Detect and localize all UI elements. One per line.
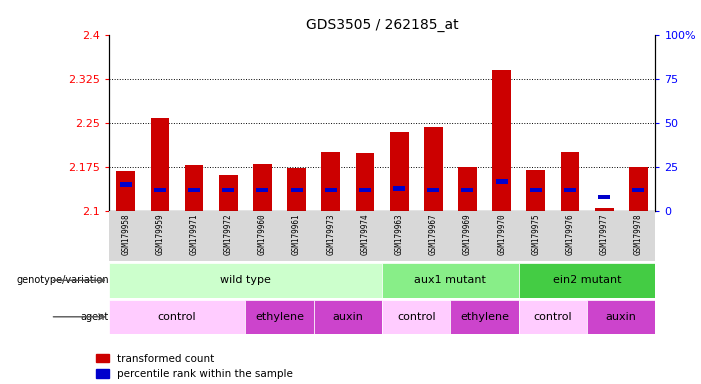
Text: GSM179972: GSM179972 (224, 214, 233, 255)
Text: GSM179974: GSM179974 (360, 214, 369, 255)
Bar (461, 188, 473, 192)
Text: agent: agent (81, 312, 109, 322)
Bar (496, 179, 508, 184)
Bar (492, 70, 511, 211)
Text: aux1 mutant: aux1 mutant (414, 275, 486, 285)
Text: GSM179976: GSM179976 (566, 214, 575, 255)
Text: GSM179961: GSM179961 (292, 214, 301, 255)
Bar (151, 118, 170, 211)
Text: ein2 mutant: ein2 mutant (553, 275, 621, 285)
Text: GSM179977: GSM179977 (599, 214, 608, 255)
Bar (629, 167, 648, 211)
Bar (109, 300, 245, 334)
Text: GSM179978: GSM179978 (634, 214, 643, 255)
Bar (632, 188, 644, 192)
Bar (314, 300, 382, 334)
Bar (390, 132, 409, 211)
Text: GSM179960: GSM179960 (258, 214, 267, 255)
Text: GSM179969: GSM179969 (463, 214, 472, 255)
Text: wild type: wild type (220, 275, 271, 285)
Bar (116, 171, 135, 211)
Bar (287, 168, 306, 211)
Bar (222, 188, 234, 192)
Bar (321, 152, 340, 211)
Bar (184, 165, 203, 211)
Bar (359, 188, 371, 192)
Bar (120, 182, 132, 187)
Bar (382, 263, 519, 298)
Text: GSM179973: GSM179973 (326, 214, 335, 255)
Text: auxin: auxin (606, 312, 637, 322)
Text: control: control (397, 312, 435, 322)
Bar (109, 263, 382, 298)
Text: auxin: auxin (332, 312, 363, 322)
Bar (424, 127, 443, 211)
Text: ethylene: ethylene (255, 312, 304, 322)
Text: GSM179963: GSM179963 (395, 214, 404, 255)
Bar (519, 263, 655, 298)
Text: GSM179970: GSM179970 (497, 214, 506, 255)
Bar (530, 188, 542, 192)
Bar (325, 188, 336, 192)
Bar (154, 188, 166, 192)
Text: GSM179975: GSM179975 (531, 214, 540, 255)
Bar (257, 188, 268, 192)
Bar (587, 300, 655, 334)
Text: GSM179971: GSM179971 (189, 214, 198, 255)
Bar (598, 195, 610, 199)
Bar (564, 188, 576, 192)
Bar (245, 300, 314, 334)
Text: GSM179958: GSM179958 (121, 214, 130, 255)
Bar (393, 186, 405, 190)
Bar (382, 300, 451, 334)
Bar (526, 170, 545, 211)
Bar (253, 164, 272, 211)
Text: control: control (158, 312, 196, 322)
Bar (594, 208, 613, 211)
Bar (219, 175, 238, 211)
Text: GSM179967: GSM179967 (429, 214, 438, 255)
Bar (355, 154, 374, 211)
Bar (428, 188, 440, 192)
Bar (561, 152, 580, 211)
Legend: transformed count, percentile rank within the sample: transformed count, percentile rank withi… (96, 354, 293, 379)
Text: GSM179959: GSM179959 (156, 214, 165, 255)
Bar (188, 188, 200, 192)
Bar (291, 188, 303, 192)
Text: ethylene: ethylene (460, 312, 509, 322)
Text: control: control (533, 312, 572, 322)
Bar (458, 167, 477, 211)
Title: GDS3505 / 262185_at: GDS3505 / 262185_at (306, 18, 458, 32)
Bar (451, 300, 519, 334)
Bar (519, 300, 587, 334)
Text: genotype/variation: genotype/variation (16, 275, 109, 285)
